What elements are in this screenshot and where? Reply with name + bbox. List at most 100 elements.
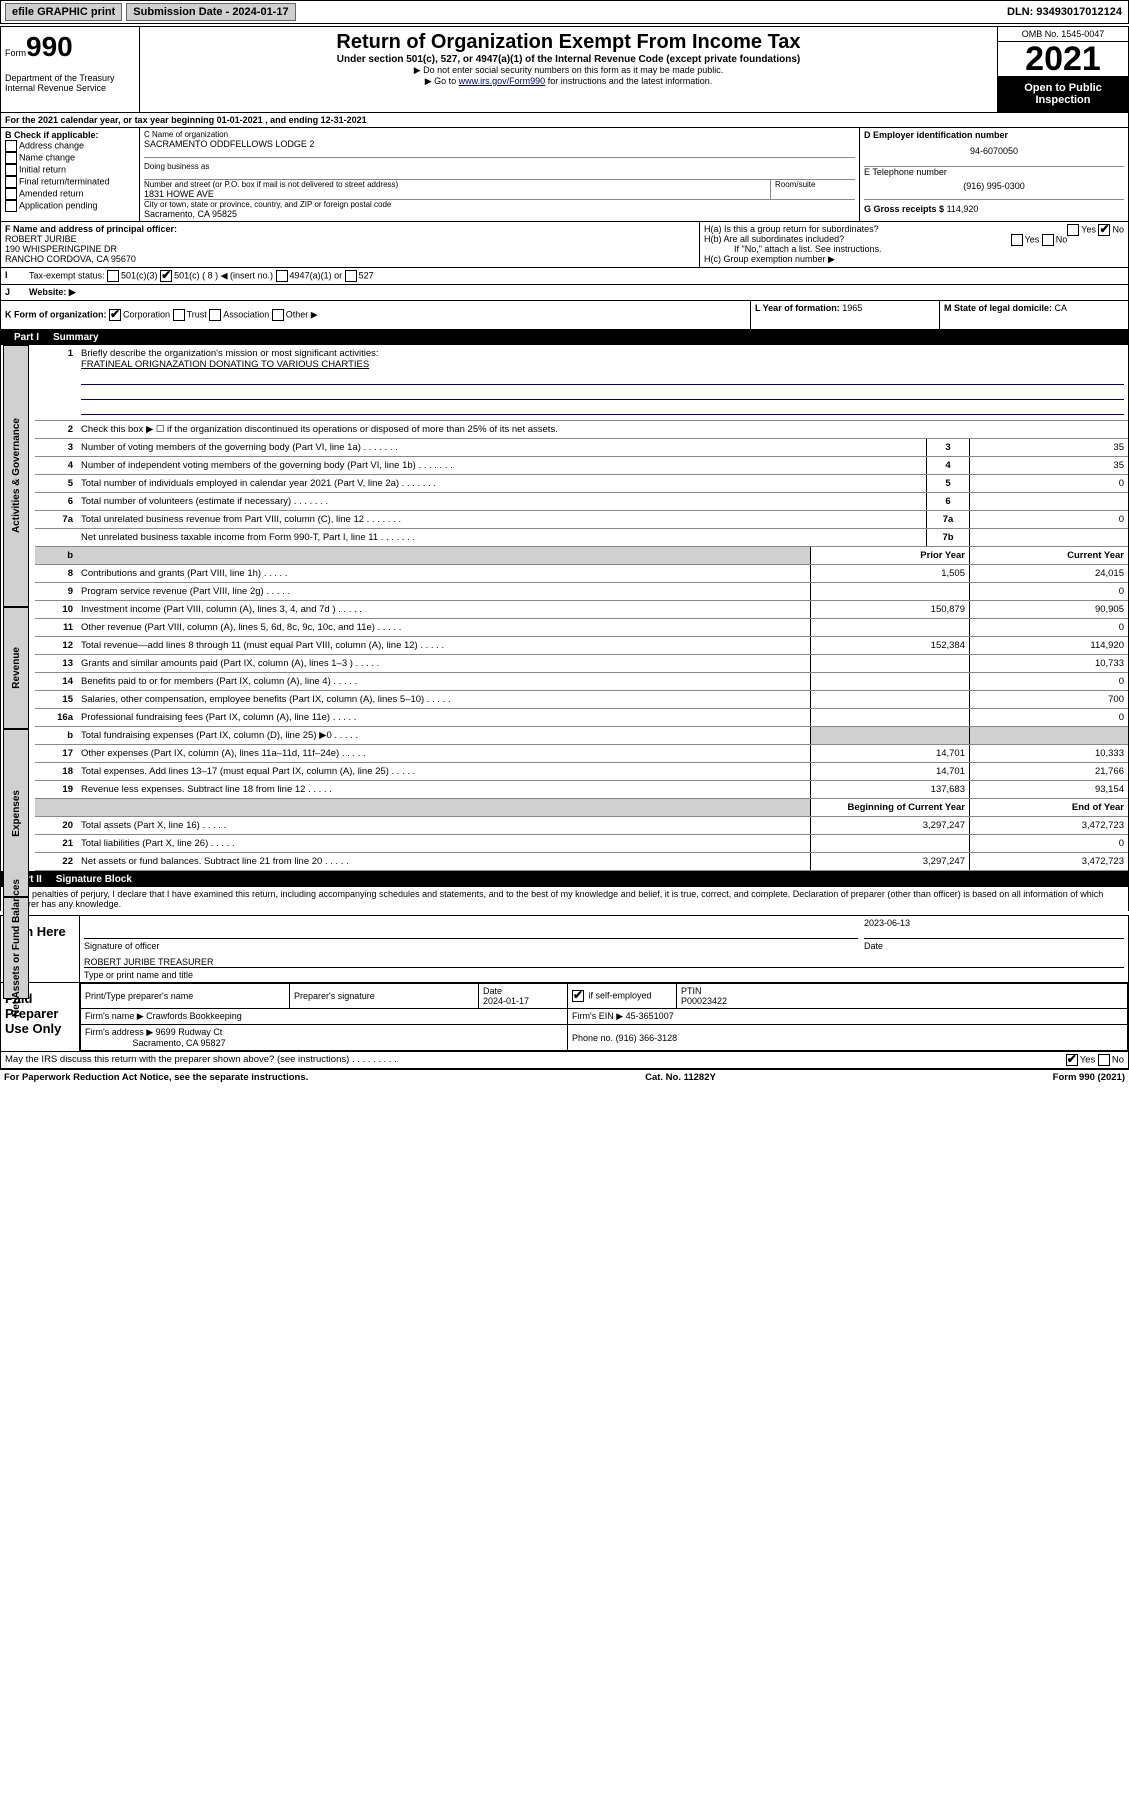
- irs-link[interactable]: www.irs.gov/Form990: [459, 76, 546, 86]
- tab-netassets: Net Assets or Fund Balances: [3, 897, 29, 999]
- chk-527[interactable]: [345, 270, 357, 282]
- opt-amended: Amended return: [19, 188, 84, 198]
- chk-pending[interactable]: [5, 200, 17, 212]
- opt-name: Name change: [19, 152, 75, 162]
- firm-addr2: Sacramento, CA 95827: [133, 1038, 226, 1048]
- col-end: End of Year: [970, 799, 1129, 817]
- part1-num: Part I: [8, 332, 45, 343]
- officer-addr1: 190 WHISPERINGPINE DR: [5, 244, 695, 254]
- c-name-label: C Name of organization: [144, 130, 855, 139]
- topbar: efile GRAPHIC print Submission Date - 20…: [0, 0, 1129, 24]
- officer-print-label: Type or print name and title: [84, 970, 1124, 980]
- col-begin: Beginning of Current Year: [811, 799, 970, 817]
- officer-addr2: RANCHO CORDOVA, CA 95670: [5, 254, 695, 264]
- f-label: F Name and address of principal officer:: [5, 224, 695, 234]
- prep-check[interactable]: if self-employed: [568, 984, 677, 1009]
- form-title: Return of Organization Exempt From Incom…: [144, 31, 993, 54]
- opt-trust: Trust: [187, 309, 207, 319]
- chk-name[interactable]: [5, 152, 17, 164]
- prep-name-label: Print/Type preparer's name: [81, 984, 290, 1009]
- chk-corp[interactable]: [109, 309, 121, 321]
- ptin-label: PTIN: [681, 986, 1123, 996]
- sig-date-label: Date: [864, 941, 1124, 951]
- ha-yes[interactable]: [1067, 224, 1079, 236]
- dba-label: Doing business as: [144, 162, 855, 171]
- tax-year: 2021: [998, 42, 1128, 76]
- org-city: Sacramento, CA 95825: [144, 209, 855, 219]
- dept: Department of the Treasury Internal Reve…: [5, 73, 135, 93]
- yes-label: Yes: [1080, 1055, 1096, 1066]
- opt-other: Other ▶: [286, 309, 318, 319]
- domicile: CA: [1055, 303, 1068, 313]
- chk-501c[interactable]: [160, 270, 172, 282]
- chk-501c3[interactable]: [107, 270, 119, 282]
- part2-header: Part II Signature Block: [0, 872, 1129, 887]
- ha-label: H(a) Is this a group return for subordin…: [704, 224, 879, 234]
- form-note2: ▶ Go to www.irs.gov/Form990 for instruct…: [144, 76, 993, 87]
- m-label: M State of legal domicile:: [944, 303, 1052, 313]
- tab-revenue: Revenue: [3, 607, 29, 729]
- room-label: Room/suite: [775, 180, 855, 189]
- footer-left: For Paperwork Reduction Act Notice, see …: [4, 1072, 308, 1083]
- efile-btn[interactable]: efile GRAPHIC print: [5, 3, 122, 21]
- e-label: E Telephone number: [864, 167, 1124, 177]
- phone: (916) 995-0300: [864, 177, 1124, 195]
- form-note1: ▶ Do not enter social security numbers o…: [144, 65, 993, 76]
- prep-date-label: Date: [483, 986, 563, 996]
- declaration: Under penalties of perjury, I declare th…: [0, 887, 1129, 911]
- officer-printed: ROBERT JURIBE TREASURER: [84, 957, 1124, 968]
- part2-title: Signature Block: [56, 874, 132, 885]
- addr-label: Number and street (or P.O. box if mail i…: [144, 180, 770, 189]
- l-label: L Year of formation:: [755, 303, 840, 313]
- chk-trust[interactable]: [173, 309, 185, 321]
- hb-yes[interactable]: [1011, 234, 1023, 246]
- hb-label: H(b) Are all subordinates included?: [704, 234, 844, 244]
- note2-suffix: for instructions and the latest informat…: [545, 76, 712, 86]
- hc-label: H(c) Group exemption number ▶: [704, 254, 1124, 265]
- discuss-yes[interactable]: [1066, 1054, 1078, 1066]
- q1-ans: FRATINEAL ORIGNAZATION DONATING TO VARIO…: [81, 359, 1124, 370]
- prep-date: 2024-01-17: [483, 996, 563, 1006]
- ha-no[interactable]: [1098, 224, 1110, 236]
- chk-assoc[interactable]: [209, 309, 221, 321]
- form-number: 990: [26, 31, 73, 62]
- org-addr: 1831 HOWE AVE: [144, 189, 770, 199]
- chk-address[interactable]: [5, 140, 17, 152]
- opt-address: Address change: [19, 140, 84, 150]
- part1-title: Summary: [53, 332, 99, 343]
- opt-corp: Corporation: [123, 309, 170, 319]
- opt-501c: 501(c) ( 8 ) ◀ (insert no.): [174, 270, 273, 280]
- line-a: For the 2021 calendar year, or tax year …: [1, 113, 1128, 127]
- hb-no[interactable]: [1042, 234, 1054, 246]
- opt-initial: Initial return: [19, 164, 66, 174]
- g-label: G Gross receipts $: [864, 204, 944, 214]
- d-label: D Employer identification number: [864, 130, 1124, 140]
- chk-final[interactable]: [5, 176, 17, 188]
- firm-name: Crawfords Bookkeeping: [146, 1011, 242, 1021]
- chk-amended[interactable]: [5, 188, 17, 200]
- q2: Check this box ▶ ☐ if the organization d…: [77, 421, 1128, 439]
- opt-final: Final return/terminated: [19, 176, 110, 186]
- footer-right: Form 990 (2021): [1053, 1072, 1125, 1083]
- box-b-label: B Check if applicable:: [5, 130, 135, 140]
- firm-phone: (916) 366-3128: [616, 1033, 678, 1043]
- opt-527: 527: [359, 270, 374, 280]
- discuss-no[interactable]: [1098, 1054, 1110, 1066]
- year-formation: 1965: [842, 303, 862, 313]
- chk-other[interactable]: [272, 309, 284, 321]
- opt-assoc: Association: [223, 309, 269, 319]
- subdate-btn[interactable]: Submission Date - 2024-01-17: [126, 3, 295, 21]
- firm-name-label: Firm's name ▶: [85, 1011, 144, 1021]
- chk-initial[interactable]: [5, 164, 17, 176]
- prep-sig-label: Preparer's signature: [290, 984, 479, 1009]
- q1: Briefly describe the organization's miss…: [81, 348, 1124, 359]
- j-letter: J: [1, 285, 25, 300]
- chk-4947[interactable]: [276, 270, 288, 282]
- firm-addr-label: Firm's address ▶: [85, 1027, 153, 1037]
- firm-ein-label: Firm's EIN ▶: [572, 1011, 623, 1021]
- part1-header: Part I Summary: [0, 330, 1129, 345]
- firm-ein: 45-3651007: [626, 1011, 674, 1021]
- org-name: SACRAMENTO ODDFELLOWS LODGE 2: [144, 139, 855, 149]
- opt-pending: Application pending: [19, 200, 98, 210]
- tab-expenses: Expenses: [3, 729, 29, 897]
